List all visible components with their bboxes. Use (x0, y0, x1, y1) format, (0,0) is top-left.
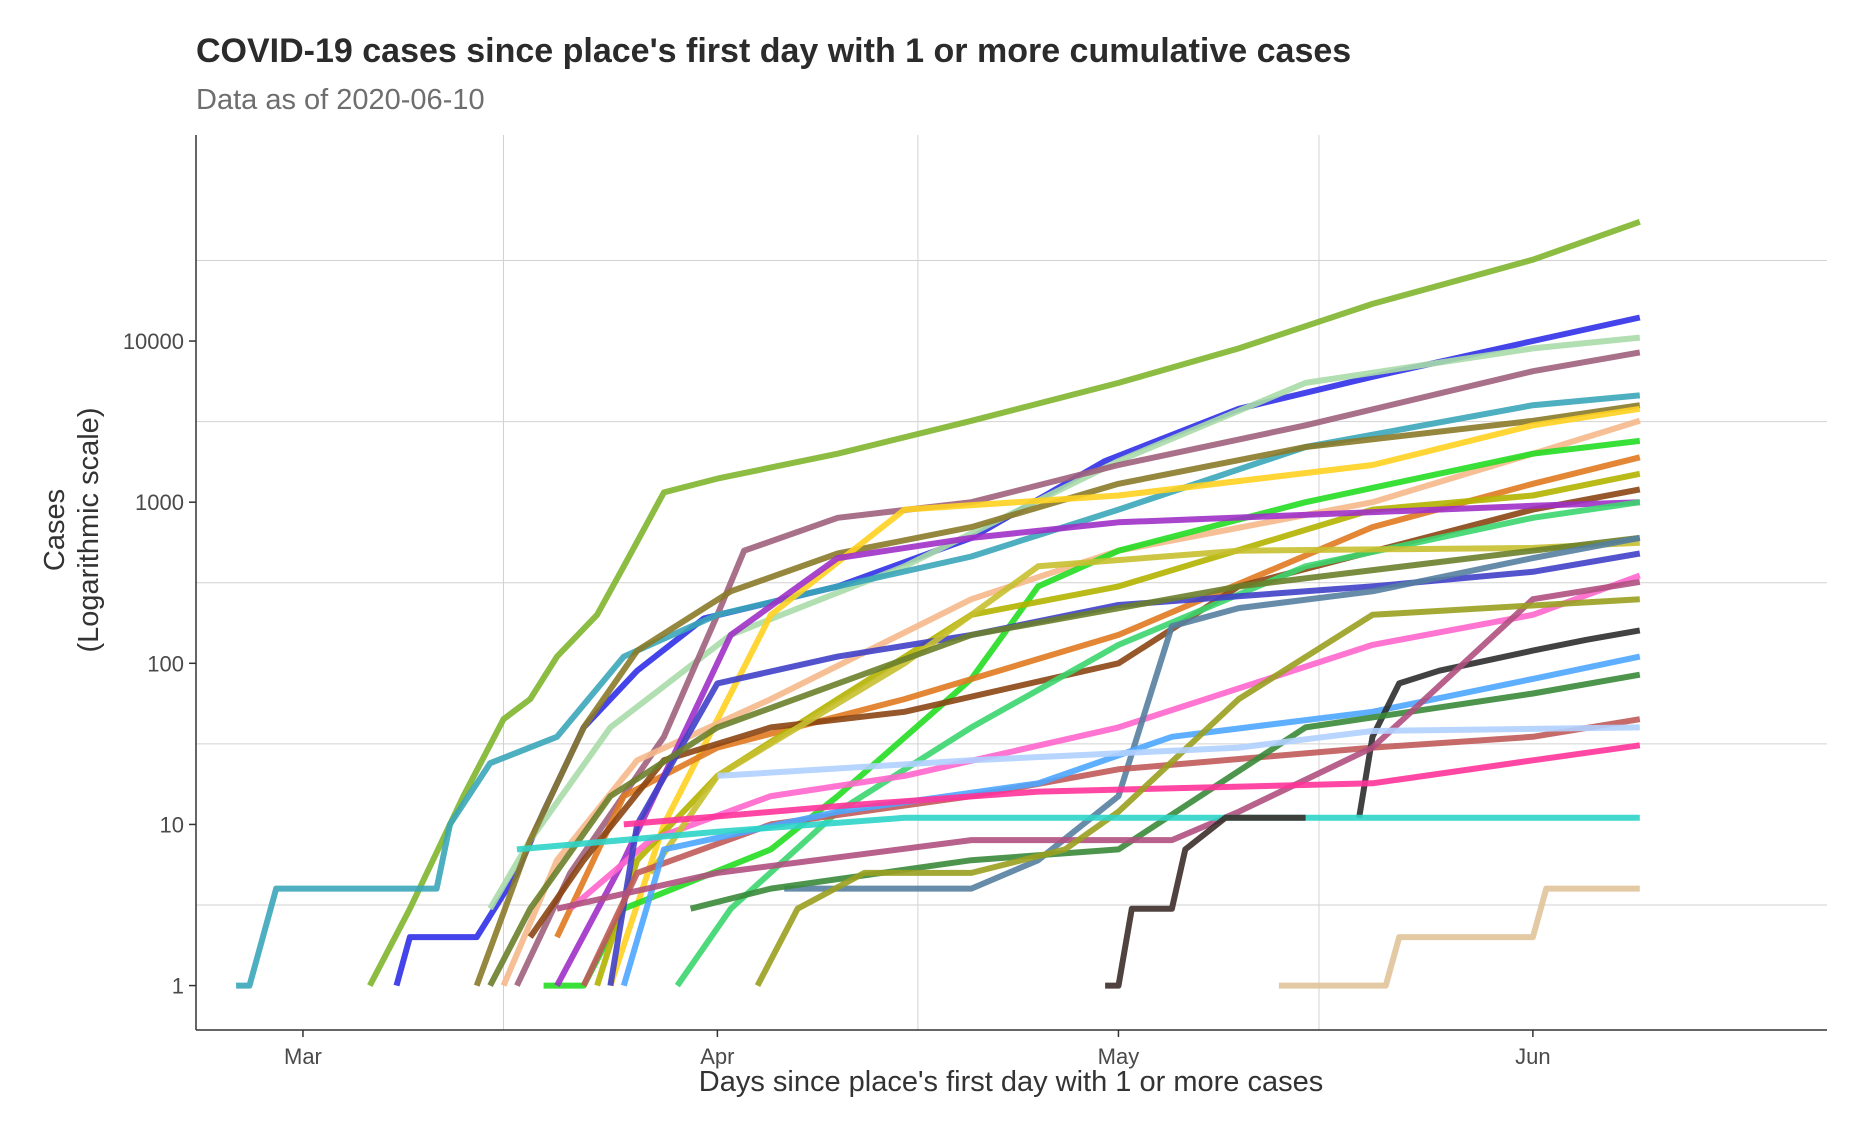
x-axis-label: Days since place's first day with 1 or m… (698, 1066, 1324, 1098)
x-tick-label: Jun (1515, 1044, 1550, 1069)
series-line-18 (487, 534, 1641, 987)
y-tick-label: 10000 (123, 329, 184, 354)
series-line-23 (689, 671, 1641, 912)
series-line-24 (556, 578, 1641, 912)
axes (189, 135, 1827, 1037)
x-tick-label: Apr (700, 1044, 734, 1069)
series-line-1 (367, 218, 1641, 987)
y-tick-label: 100 (147, 651, 184, 676)
y-axis-label-line-1: Cases (39, 488, 71, 572)
series-lines (236, 218, 1641, 989)
y-tick-labels: 1 10 100 1000 10000 (123, 329, 184, 999)
y-tick-label: 1 (172, 974, 184, 999)
series-line-29 (717, 724, 1640, 779)
series-line-28 (1105, 814, 1306, 989)
chart-subtitle: Data as of 2020-06-10 (196, 84, 485, 116)
series-line-21 (620, 653, 1641, 987)
series-line-30 (1278, 885, 1640, 989)
y-tick-label: 1000 (135, 490, 184, 515)
series-line-8 (500, 417, 1641, 987)
x-tick-labels: Mar Apr May Jun (284, 1044, 1551, 1069)
series-line-22 (1356, 627, 1641, 819)
y-axis-label: Cases (Logarithmic scale) (38, 220, 128, 840)
y-axis-label-line-2: (Logarithmic scale) (73, 407, 105, 653)
series-line-26 (754, 596, 1640, 987)
series-line-19 (784, 534, 1641, 892)
series-line-27 (516, 814, 1640, 853)
series-line-5 (236, 392, 1641, 989)
series-line-12 (527, 486, 1641, 939)
y-tick-label: 10 (160, 812, 184, 837)
chart-title: COVID-19 cases since place's first day w… (196, 32, 1352, 70)
series-line-3 (487, 334, 1641, 911)
x-tick-label: May (1098, 1044, 1140, 1069)
series-line-25 (623, 742, 1641, 828)
x-tick-label: Mar (284, 1044, 322, 1069)
series-line-6 (473, 402, 1641, 987)
series-line-7 (607, 405, 1641, 987)
series-line-15 (568, 572, 1641, 911)
